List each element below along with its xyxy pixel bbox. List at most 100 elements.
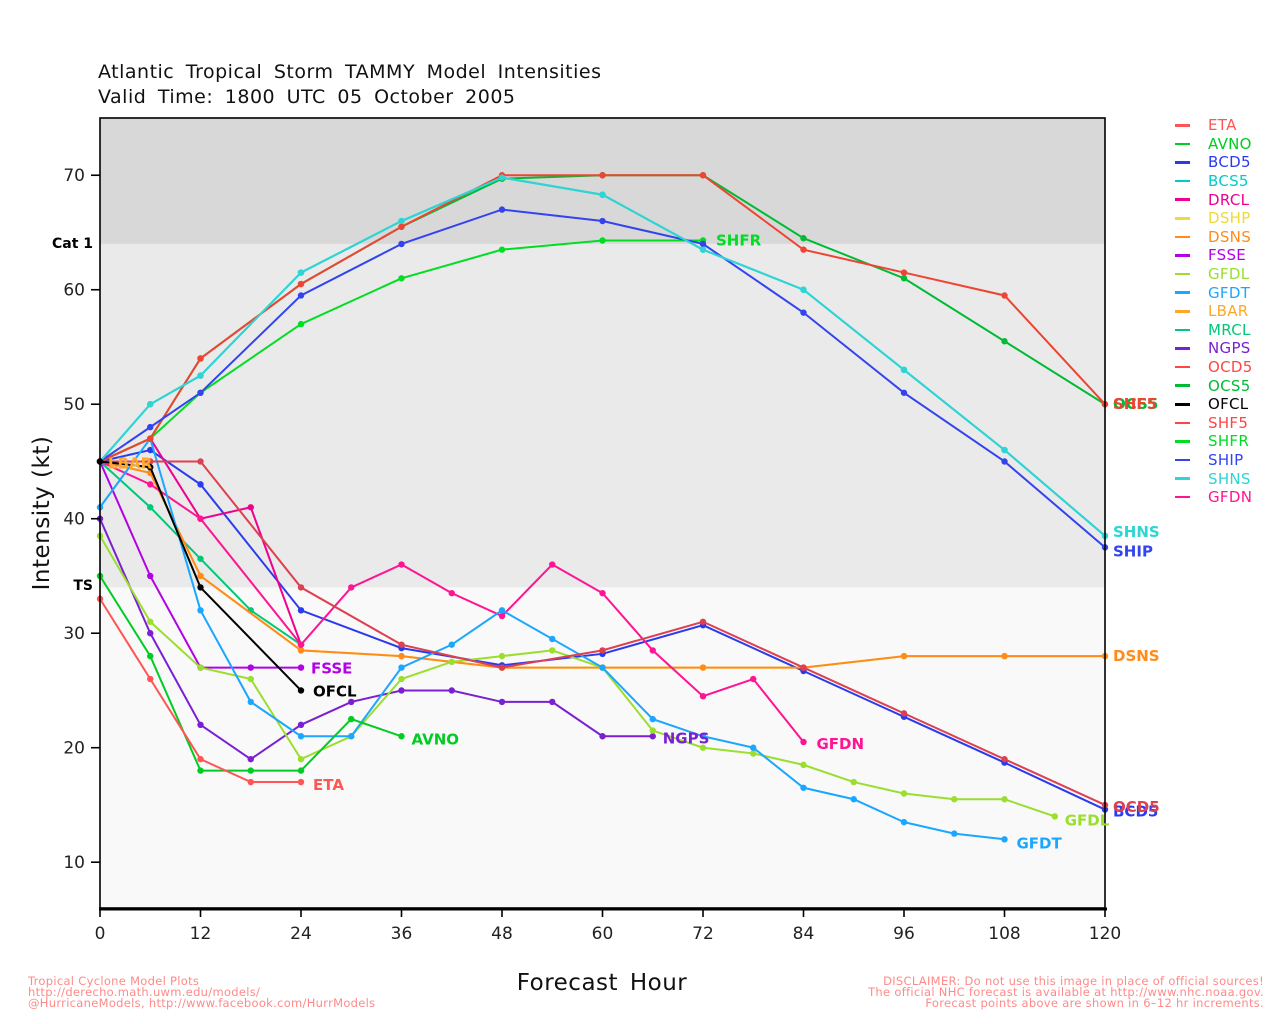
legend-label-AVNO: AVNO — [1208, 134, 1252, 153]
forecast-point-GFDN-42h — [448, 589, 455, 597]
forecast-point-SHF5-36h — [398, 223, 405, 230]
forecast-point-GFDT-48h — [498, 607, 506, 614]
forecast-point-GFDT-108h — [1001, 836, 1008, 843]
forecast-point-GFDL-84h — [800, 761, 807, 769]
forecast-point-BCD5-12h — [197, 481, 204, 488]
legend-label-MRCL: MRCL — [1208, 320, 1251, 339]
forecast-point-DSNS-24h — [297, 647, 305, 654]
forecast-point-OCD5-36h — [398, 641, 405, 648]
band-below-ts — [100, 587, 1105, 908]
forecast-point-NGPS-54h — [549, 698, 556, 706]
forecast-point-SHF5-72h — [699, 172, 707, 179]
x-tick-label: 108 — [988, 924, 1020, 944]
series-label-BCD5: BCD5 — [1113, 803, 1158, 821]
forecast-point-BCD5-6h — [147, 446, 154, 454]
legend-swatch-GFDN — [1175, 495, 1190, 499]
legend-item-DRCL: DRCL — [1175, 190, 1253, 209]
legend-swatch-SHNS — [1175, 477, 1190, 480]
legend-swatch-AVNO — [1175, 142, 1190, 146]
legend-item-FSSE: FSSE — [1175, 246, 1253, 265]
forecast-point-DSNS-96h — [900, 652, 908, 660]
legend-label-BCS5: BCS5 — [1208, 172, 1249, 191]
credits-text: Tropical Cyclone Model Plots http://derec… — [28, 975, 375, 1009]
legend-swatch-FSSE — [1175, 254, 1190, 257]
forecast-point-NGPS-48h — [498, 698, 506, 706]
legend-label-SHNS: SHNS — [1208, 469, 1251, 488]
y-tick-label: 30 — [63, 624, 85, 644]
series-label-DSNS: DSNS — [1113, 647, 1160, 665]
legend-item-AVNO: AVNO — [1175, 135, 1253, 154]
legend-label-OFCL: OFCL — [1208, 395, 1249, 414]
forecast-point-SHIP-108h — [1001, 458, 1008, 465]
series-label-OFCL: OFCL — [313, 682, 357, 700]
disclaimer-line1: DISCLAIMER: Do not use this image in pla… — [883, 974, 1264, 988]
band-tropical-storm — [100, 243, 1105, 588]
legend-label-ETA: ETA — [1208, 116, 1237, 135]
forecast-point-GFDL-114h — [1051, 813, 1058, 820]
forecast-point-NGPS-6h — [147, 630, 154, 637]
series-label-NGPS: NGPS — [663, 729, 710, 747]
ts-threshold-label: TS — [73, 578, 93, 594]
legend-label-SHIP: SHIP — [1208, 450, 1244, 469]
forecast-point-SHIP-6h — [147, 423, 154, 431]
y-tick-label: 50 — [63, 395, 85, 415]
legend-swatch-SHFR — [1175, 440, 1190, 443]
forecast-point-GFDL-96h — [900, 790, 908, 797]
forecast-point-GFDL-6h — [147, 618, 154, 625]
series-line-SHNS — [99, 176, 1106, 537]
legend-swatch-DSNS — [1175, 235, 1190, 239]
forecast-point-OCS5-96h — [900, 275, 908, 282]
forecast-point-GFDT-72h — [699, 733, 707, 740]
forecast-point-SHNS-48h — [498, 174, 506, 181]
forecast-point-SHNS-96h — [900, 366, 908, 374]
forecast-point-SHNS-36h — [398, 217, 405, 225]
legend-swatch-SHIP — [1175, 458, 1190, 462]
forecast-point-OCD5-72h — [699, 618, 707, 625]
forecast-point-GFDL-42h — [448, 658, 455, 666]
forecast-point-SHNS-72h — [699, 246, 707, 253]
forecast-point-MRCL-12h — [197, 555, 204, 562]
forecast-point-SHF5-96h — [900, 269, 908, 276]
forecast-point-ETA-24h — [297, 778, 305, 786]
model-legend: ETA AVNO BCD5 BCS5 DRCL DSHP DSNS FSSE GFDL GFDT L… — [1175, 116, 1253, 506]
series-line-NGPS — [99, 518, 653, 761]
forecast-point-GFDL-72h — [699, 744, 707, 751]
forecast-point-OCD5-24h — [297, 584, 305, 591]
legend-label-BCD5: BCD5 — [1208, 153, 1251, 172]
y-tick-label: 40 — [63, 510, 85, 530]
forecast-point-SHF5-6h — [147, 435, 154, 442]
band-hurricane — [100, 118, 1105, 244]
legend-item-MRCL: MRCL — [1175, 321, 1253, 340]
forecast-point-AVNO-30h — [348, 715, 355, 723]
forecast-point-OCD5-48h — [498, 664, 506, 671]
forecast-point-FSSE-18h — [247, 664, 254, 671]
forecast-point-AVNO-24h — [297, 767, 305, 774]
legend-item-GFDT: GFDT — [1175, 283, 1253, 302]
legend-swatch-DRCL — [1175, 198, 1190, 201]
legend-swatch-MRCL — [1175, 328, 1190, 332]
forecast-point-GFDT-96h — [900, 818, 908, 826]
forecast-point-OCD5-12h — [197, 458, 204, 465]
series-label-OCD5: OCD5 — [1113, 798, 1160, 816]
disclaimer-text: DISCLAIMER: Do not use this image in pla… — [868, 974, 1264, 1009]
series-label-SHF5: SHF5 — [1113, 395, 1157, 413]
series-label-GFDN: GFDN — [817, 735, 865, 753]
forecast-point-BCD5-24h — [297, 607, 305, 614]
x-tick-label: 60 — [592, 924, 614, 944]
forecast-point-SHIP-60h — [599, 217, 606, 225]
forecast-point-GFDN-84h — [800, 738, 807, 746]
forecast-point-SHFR-60h — [599, 237, 606, 244]
forecast-point-GFDN-12h — [197, 515, 204, 522]
legend-item-DSNS: DSNS — [1175, 228, 1253, 247]
legend-swatch-OCD5 — [1175, 365, 1190, 369]
forecast-point-GFDN-24h — [297, 641, 305, 648]
forecast-point-GFDT-30h — [348, 733, 355, 740]
forecast-point-GFDL-54h — [549, 647, 556, 654]
series-label-SHIP: SHIP — [1113, 542, 1153, 560]
y-tick-label: 10 — [63, 853, 85, 873]
legend-label-SHFR: SHFR — [1208, 432, 1250, 451]
forecast-point-SHNS-6h — [147, 401, 154, 408]
forecast-point-GFDT-102h — [951, 830, 958, 837]
chart-title-line2: Valid Time: 1800 UTC 05 October 2005 — [98, 86, 516, 108]
